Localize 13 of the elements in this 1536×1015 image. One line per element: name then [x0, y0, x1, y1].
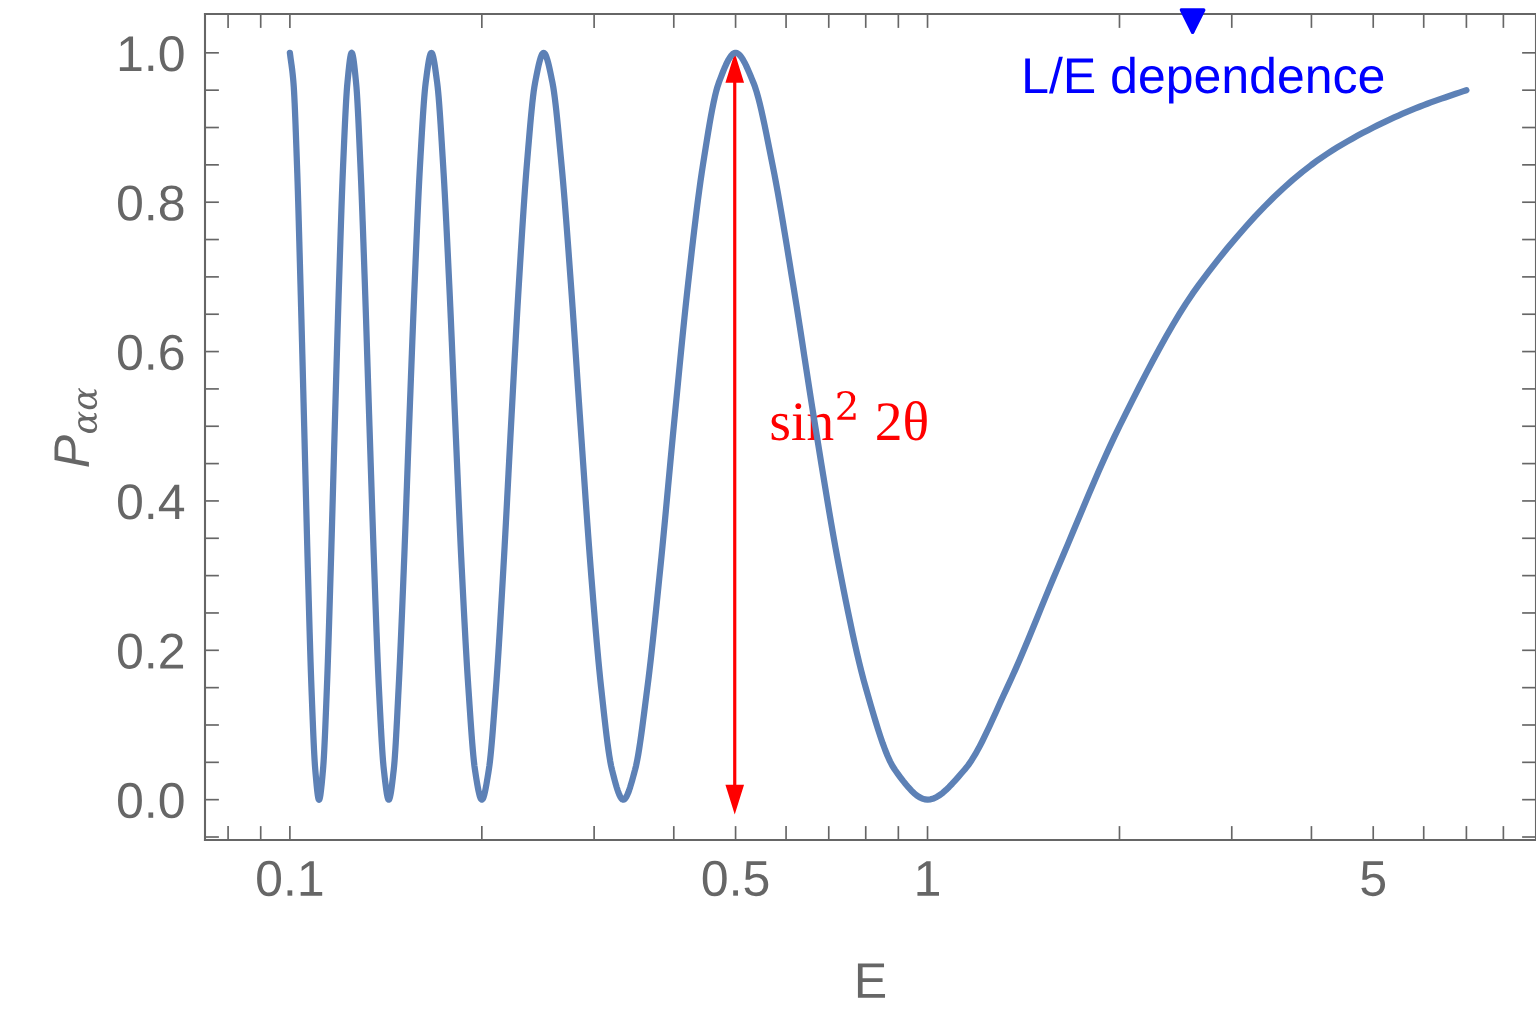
- x-tick-label: 5: [1361, 861, 1386, 897]
- x-tick-label: 1: [917, 861, 939, 896]
- y-tick-label: 0.8: [118, 185, 184, 221]
- y-tick-label: 0.2: [118, 633, 184, 669]
- y-tick-label: 0.6: [118, 334, 184, 371]
- y-tick-label: 0.4: [118, 484, 185, 520]
- y-axis-title: P$_{αα}$: [54, 387, 98, 467]
- annotation: L/E dependence: [1025, 56, 1384, 104]
- y-tick-label: 1.0: [119, 36, 184, 72]
- y-tick-label: 0.0: [118, 782, 184, 819]
- x-tick-label: 0.1: [257, 860, 323, 897]
- x-axis-title: E: [857, 963, 886, 998]
- x-tick-label: 0.5: [702, 860, 769, 897]
